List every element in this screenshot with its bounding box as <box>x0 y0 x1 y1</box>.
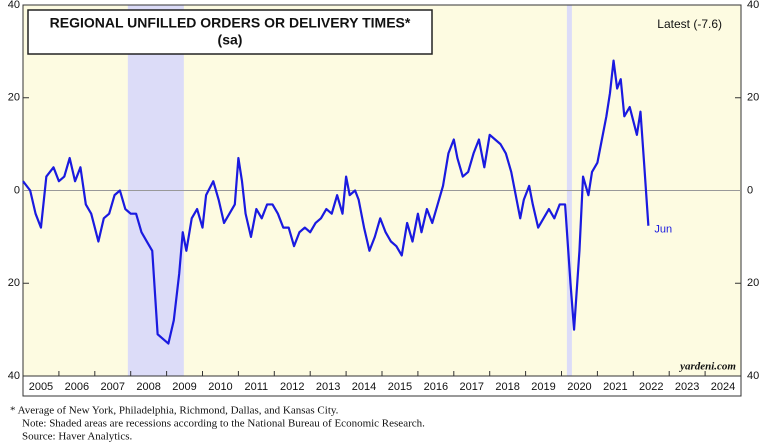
x-tick-label: 2009 <box>172 381 196 393</box>
x-tick-label: 2005 <box>29 381 53 393</box>
footnote: Source: Haver Analytics. <box>22 431 133 443</box>
y-tick-label: 0 <box>14 184 20 196</box>
x-tick-label: 2024 <box>711 381 735 393</box>
x-tick-label: 2007 <box>101 381 125 393</box>
x-tick-label: 2022 <box>639 381 663 393</box>
end-label: Jun <box>654 224 672 236</box>
y-tick-label: 40 <box>8 370 20 382</box>
y2-tick-label: 20 <box>747 277 759 289</box>
x-tick-label: 2019 <box>531 381 555 393</box>
y2-tick-label: 40 <box>747 0 759 11</box>
x-tick-label: 2014 <box>352 381 376 393</box>
x-tick-label: 2008 <box>136 381 160 393</box>
x-tick-label: 2013 <box>316 381 340 393</box>
footnote: Note: Shaded areas are recessions accord… <box>22 418 425 430</box>
x-tick-label: 2021 <box>603 381 627 393</box>
chart-title: REGIONAL UNFILLED ORDERS OR DELIVERY TIM… <box>50 15 411 31</box>
data-line <box>22 59 650 345</box>
x-tick-label: 2011 <box>245 381 269 393</box>
y-tick-label: 40 <box>8 0 20 11</box>
x-tick-label: 2023 <box>675 381 699 393</box>
y2-tick-label: 20 <box>747 92 759 104</box>
x-tick-label: 2006 <box>65 381 89 393</box>
footnote: * Average of New York, Philadelphia, Ric… <box>10 405 339 417</box>
chart-subtitle: (sa) <box>218 32 243 48</box>
source-mark: yardeni.com <box>678 361 736 373</box>
y2-tick-label: 40 <box>747 370 759 382</box>
x-tick-label: 2017 <box>460 381 484 393</box>
x-tick-label: 2018 <box>495 381 519 393</box>
x-tick-label: 2015 <box>388 381 412 393</box>
latest-annotation: Latest (-7.6) <box>657 17 722 31</box>
title-box <box>27 9 433 55</box>
y-tick-label: 20 <box>8 92 20 104</box>
x-tick-label: 2010 <box>208 381 232 393</box>
x-tick-label: 2020 <box>567 381 591 393</box>
x-tick-label: 2012 <box>280 381 304 393</box>
y-tick-label: 20 <box>8 277 20 289</box>
x-axis-band <box>22 375 742 397</box>
x-tick-label: 2016 <box>424 381 448 393</box>
y2-tick-label: 0 <box>747 184 753 196</box>
